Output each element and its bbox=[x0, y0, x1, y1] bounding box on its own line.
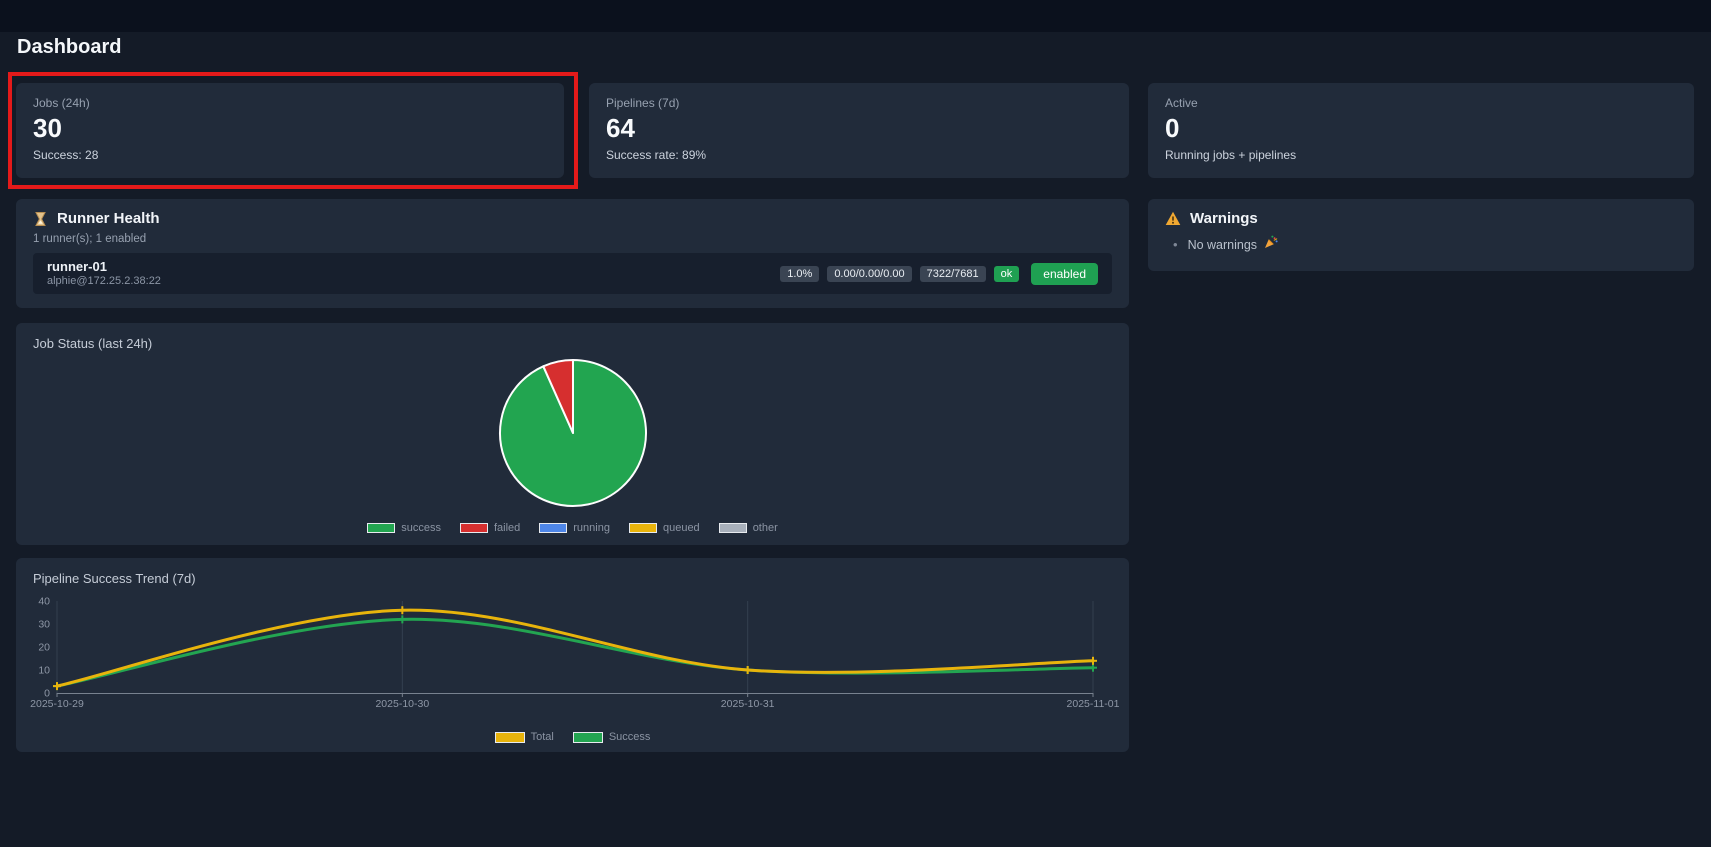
stat-card-label: Jobs (24h) bbox=[33, 96, 90, 110]
page-title: Dashboard bbox=[17, 36, 122, 58]
runner-identity: runner-01 alphie@172.25.2.38:22 bbox=[47, 259, 161, 288]
warnings-panel: Warnings • No warnings bbox=[1148, 199, 1694, 271]
stat-card-pipelines[interactable]: Pipelines (7d) 64 Success rate: 89% bbox=[589, 83, 1129, 178]
legend-item-failed: failed bbox=[459, 522, 520, 534]
pie-legend: success failed running queued other bbox=[16, 522, 1129, 534]
svg-text:10: 10 bbox=[38, 665, 50, 677]
warning-icon bbox=[1165, 211, 1181, 226]
job-status-pie-chart bbox=[499, 359, 647, 507]
job-status-panel: Job Status (last 24h) success failed run… bbox=[16, 323, 1129, 545]
runner-badge-disk: 7322/7681 bbox=[919, 265, 986, 282]
stat-card-value: 0 bbox=[1165, 113, 1180, 143]
stat-card-value: 64 bbox=[606, 113, 635, 143]
runner-badge-load: 0.00/0.00/0.00 bbox=[827, 265, 912, 282]
runner-badge-cpu: 1.0% bbox=[780, 265, 820, 282]
runner-address: alphie@172.25.2.38:22 bbox=[47, 275, 161, 287]
pipeline-trend-title: Pipeline Success Trend (7d) bbox=[33, 571, 196, 586]
runner-row[interactable]: runner-01 alphie@172.25.2.38:22 1.0% 0.0… bbox=[33, 253, 1112, 294]
stat-card-active[interactable]: Active 0 Running jobs + pipelines bbox=[1148, 83, 1694, 178]
runner-badges: 1.0% 0.00/0.00/0.00 7322/7681 ok enabled bbox=[780, 262, 1098, 285]
svg-text:2025-11-01: 2025-11-01 bbox=[1067, 698, 1120, 710]
runner-health-panel: Runner Health 1 runner(s); 1 enabled run… bbox=[16, 199, 1129, 308]
legend-swatch bbox=[628, 523, 657, 533]
top-bar bbox=[0, 0, 1711, 32]
svg-text:0: 0 bbox=[44, 688, 50, 700]
svg-text:30: 30 bbox=[38, 619, 50, 631]
bullet-icon: • bbox=[1173, 237, 1178, 252]
svg-text:40: 40 bbox=[38, 596, 50, 608]
stat-card-subtext: Running jobs + pipelines bbox=[1165, 148, 1297, 162]
stat-card-subtext: Success: 28 bbox=[33, 148, 99, 162]
stat-card-value: 30 bbox=[33, 113, 62, 143]
stat-card-label: Pipelines (7d) bbox=[606, 96, 680, 110]
job-status-title: Job Status (last 24h) bbox=[33, 336, 153, 351]
legend-item-other: other bbox=[718, 522, 778, 534]
legend-item-success-series: Success bbox=[572, 731, 650, 743]
runner-health-header: Runner Health bbox=[33, 210, 1112, 227]
runner-health-title: Runner Health bbox=[57, 210, 160, 227]
hourglass-icon bbox=[33, 211, 48, 227]
legend-swatch bbox=[459, 523, 488, 533]
warning-list-item: • No warnings bbox=[1165, 235, 1677, 254]
party-popper-icon bbox=[1264, 235, 1278, 254]
stat-card-label: Active bbox=[1165, 96, 1198, 110]
stat-card-subtext: Success rate: 89% bbox=[606, 148, 707, 162]
legend-swatch bbox=[494, 731, 525, 743]
legend-item-running: running bbox=[539, 522, 610, 534]
legend-item-queued: queued bbox=[628, 522, 700, 534]
warning-text: No warnings bbox=[1187, 237, 1258, 252]
runner-name: runner-01 bbox=[47, 259, 107, 274]
stat-card-jobs[interactable]: Jobs (24h) 30 Success: 28 bbox=[16, 83, 564, 178]
legend-swatch bbox=[539, 523, 568, 533]
warnings-title: Warnings bbox=[1190, 210, 1258, 227]
pipeline-trend-panel: Pipeline Success Trend (7d) 0 10 20 30 40 202… bbox=[16, 558, 1129, 752]
legend-swatch bbox=[367, 523, 396, 533]
legend-swatch bbox=[572, 731, 603, 743]
legend-swatch bbox=[718, 523, 747, 533]
pipeline-trend-chart: 0 10 20 30 40 2025-10-29 2025-10-30 2025-10-31 2… bbox=[30, 596, 1120, 711]
svg-text:20: 20 bbox=[38, 642, 50, 654]
trend-legend: Total Success bbox=[16, 731, 1129, 743]
runner-badge-ok: ok bbox=[993, 265, 1020, 282]
svg-text:2025-10-30: 2025-10-30 bbox=[375, 698, 429, 710]
svg-text:2025-10-31: 2025-10-31 bbox=[721, 698, 775, 710]
runner-summary: 1 runner(s); 1 enabled bbox=[33, 233, 147, 245]
legend-item-success: success bbox=[367, 522, 441, 534]
legend-item-total: Total bbox=[494, 731, 554, 743]
warnings-header: Warnings bbox=[1165, 210, 1677, 227]
runner-badge-enabled: enabled bbox=[1031, 262, 1098, 285]
svg-text:2025-10-29: 2025-10-29 bbox=[30, 698, 84, 710]
